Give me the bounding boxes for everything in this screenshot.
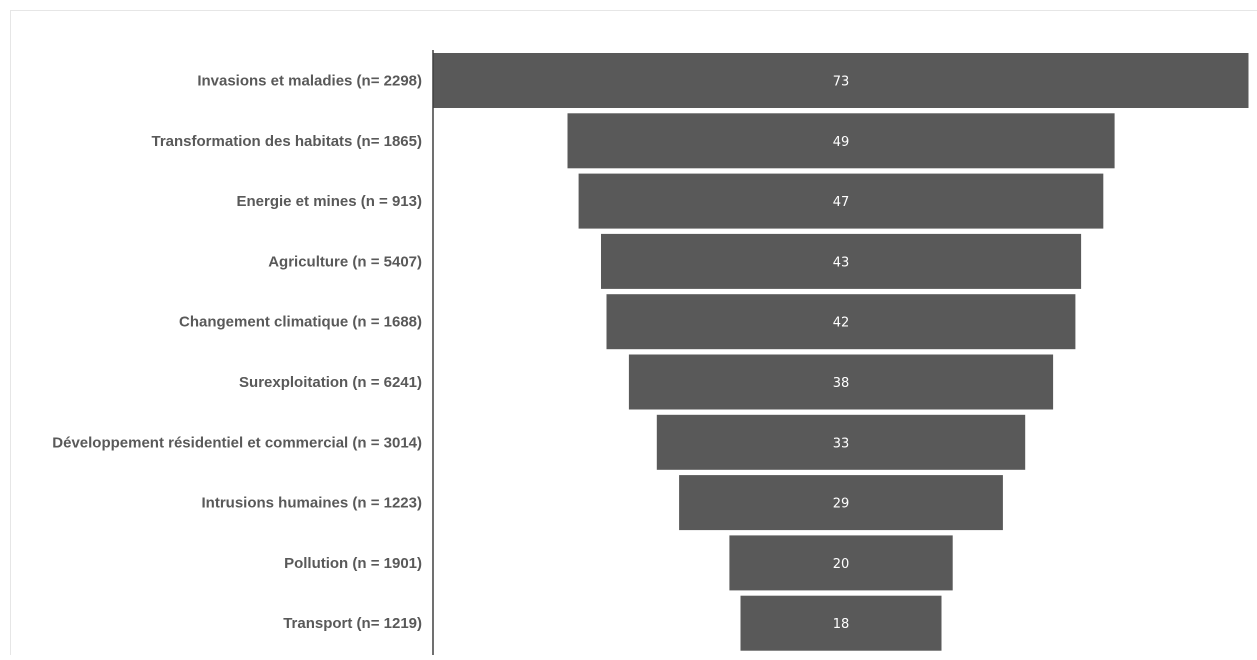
funnel-bar xyxy=(679,475,1003,531)
bars-layer xyxy=(433,53,1249,651)
bar-value-label: 47 xyxy=(833,195,850,210)
funnel-bar xyxy=(601,233,1082,289)
category-label: Invasions et maladies (n= 2298) xyxy=(197,73,422,90)
bar-value-label: 38 xyxy=(833,376,850,391)
funnel-bar xyxy=(606,294,1076,350)
category-label: Intrusions humaines (n = 1223) xyxy=(202,495,422,512)
bar-value-label: 33 xyxy=(833,436,850,451)
category-label: Changement climatique (n = 1688) xyxy=(179,314,422,331)
bar-value-label: 20 xyxy=(833,557,850,572)
category-label: Transport (n= 1219) xyxy=(283,615,422,632)
bar-value-label: 42 xyxy=(833,316,850,331)
frame-left-border xyxy=(10,10,11,655)
funnel-bar xyxy=(740,595,942,651)
category-labels-layer: Invasions et maladies (n= 2298) Transform… xyxy=(52,73,422,633)
bar-value-label: 18 xyxy=(833,617,850,632)
funnel-bar xyxy=(729,535,953,591)
frame-top-border xyxy=(10,10,1257,11)
bar-value-label: 73 xyxy=(833,75,850,90)
category-label: Surexploitation (n = 6241) xyxy=(239,374,422,391)
category-label: Développement résidentiel et commercial … xyxy=(52,434,422,451)
category-label: Pollution (n = 1901) xyxy=(284,555,422,572)
funnel-bar xyxy=(433,53,1249,108)
value-labels-layer: 73 49 47 43 42 38 33 29 20 18 xyxy=(833,75,850,633)
funnel-bar xyxy=(567,113,1115,169)
bar-value-label: 29 xyxy=(833,497,850,512)
category-label: Agriculture (n = 5407) xyxy=(268,253,422,270)
bar-value-label: 43 xyxy=(833,255,850,270)
bar-value-label: 49 xyxy=(833,135,850,150)
funnel-bar xyxy=(656,414,1026,470)
category-label: Transformation des habitats (n= 1865) xyxy=(152,133,423,150)
funnel-bar xyxy=(578,173,1104,229)
funnel-bar xyxy=(628,354,1054,410)
category-label: Energie et mines (n = 913) xyxy=(237,193,423,210)
